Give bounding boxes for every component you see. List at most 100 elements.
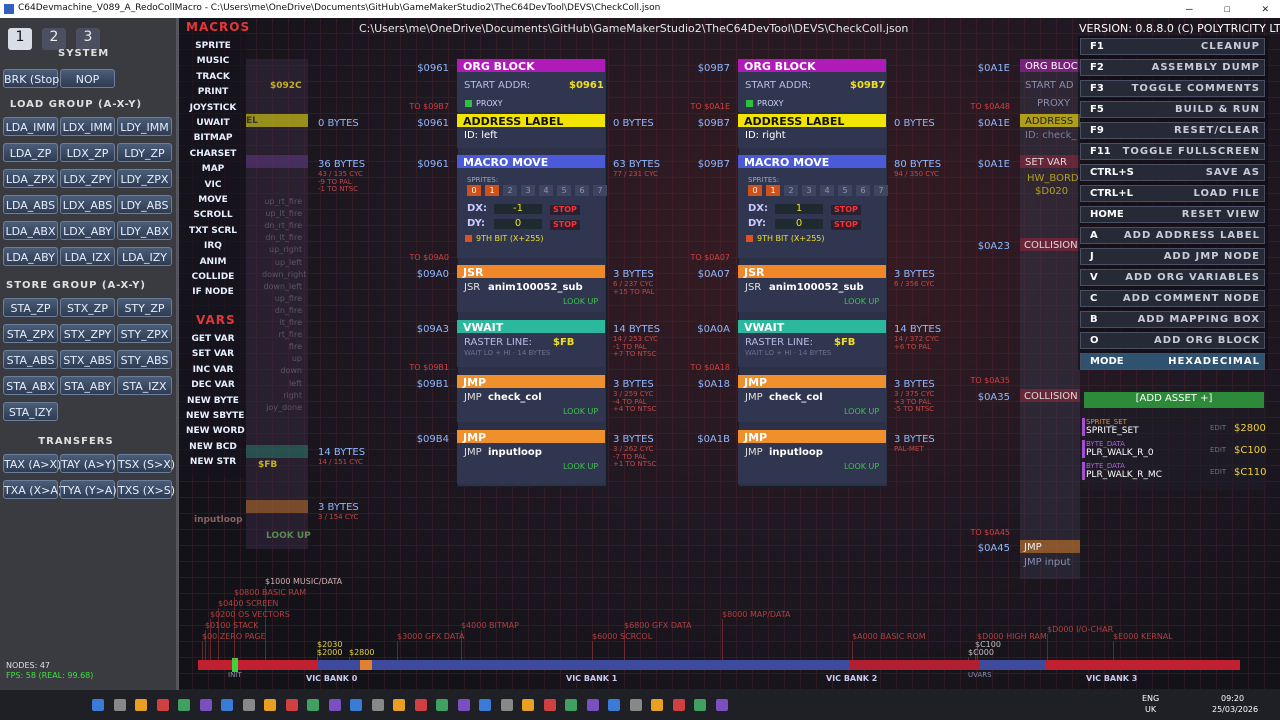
button[interactable]: BRK (Stop) xyxy=(3,69,64,88)
var-item[interactable]: NEW BCD xyxy=(189,441,237,452)
var-item[interactable]: SET VAR xyxy=(191,349,235,360)
button[interactable]: LDX_IMM xyxy=(60,117,115,136)
button[interactable]: STX_ZP xyxy=(60,298,115,317)
sprite-toggle[interactable]: 5 xyxy=(557,185,571,196)
tab[interactable]: 3 xyxy=(76,28,100,50)
lookup[interactable]: LOOK UP xyxy=(563,297,599,306)
sprite-toggle[interactable]: 3 xyxy=(521,185,535,196)
sprite-toggle[interactable]: 4 xyxy=(539,185,553,196)
var-item[interactable]: NEW WORD xyxy=(186,426,245,437)
macro-item[interactable]: MUSIC xyxy=(196,56,230,67)
button[interactable]: LDX_ZPY xyxy=(60,169,115,188)
button[interactable]: LDX_ZP xyxy=(60,143,115,162)
lookup[interactable]: LOOK UP xyxy=(844,407,880,416)
sprite-toggle[interactable]: 4 xyxy=(820,185,834,196)
button[interactable]: LDA_IZX xyxy=(60,247,115,266)
var-item[interactable]: INC VAR xyxy=(192,364,234,375)
button[interactable]: LDY_ZPX xyxy=(117,169,172,188)
sprite-toggle[interactable]: 2 xyxy=(503,185,517,196)
stop-button[interactable]: STOP xyxy=(831,220,861,230)
sprite-toggle[interactable]: 5 xyxy=(838,185,852,196)
button[interactable]: STA_ABS xyxy=(3,350,58,369)
button[interactable]: LDY_ABS xyxy=(117,195,172,214)
macro-item[interactable]: ANIM xyxy=(199,256,227,267)
button[interactable]: TXS (X>S) xyxy=(117,480,175,499)
button[interactable]: LDX_ABY xyxy=(60,221,115,240)
button[interactable]: TAY (A>Y) xyxy=(60,454,116,473)
input[interactable]: 0 xyxy=(775,219,823,229)
button[interactable]: TXA (X>A) xyxy=(3,480,62,499)
button[interactable]: LDX_ABS xyxy=(60,195,115,214)
sprite-toggle[interactable]: 7 xyxy=(874,185,888,196)
macro-item[interactable]: UWAIT xyxy=(196,118,230,128)
button[interactable]: STA_ZP xyxy=(3,298,58,317)
window-control[interactable]: ✕ xyxy=(1262,2,1269,15)
sprite-toggle[interactable]: 7 xyxy=(593,185,607,196)
sprite-toggle[interactable]: 6 xyxy=(856,185,870,196)
stop-button[interactable]: STOP xyxy=(550,220,580,230)
button[interactable]: STA_IZX xyxy=(117,376,172,395)
button[interactable]: STA_IZY xyxy=(3,402,58,421)
macro-item[interactable]: VIC xyxy=(204,179,222,190)
sprite-toggle[interactable]: 0 xyxy=(748,185,762,196)
input[interactable]: -1 xyxy=(494,204,542,214)
macro-item[interactable]: MAP xyxy=(201,164,225,175)
macro-item[interactable]: CHARSET xyxy=(189,148,237,159)
input[interactable]: 0 xyxy=(494,219,542,229)
sprite-toggle[interactable]: 0 xyxy=(467,185,481,196)
edit-button[interactable]: EDIT xyxy=(1210,446,1227,454)
button[interactable]: LDA_ABS xyxy=(3,195,58,214)
sprite-toggle[interactable]: 1 xyxy=(766,185,780,196)
lookup[interactable]: LOOK UP xyxy=(563,407,599,416)
edit-button[interactable]: EDIT xyxy=(1210,424,1227,432)
var-item[interactable]: NEW SBYTE xyxy=(186,411,245,421)
button[interactable]: LDY_ZP xyxy=(117,143,172,162)
macro-item[interactable]: MOVE xyxy=(198,195,228,205)
window-control[interactable]: ☐ xyxy=(1224,2,1231,15)
button[interactable]: LDY_ABX xyxy=(117,221,172,240)
button[interactable]: LDA_ZPX xyxy=(3,169,58,188)
var-item[interactable]: NEW STR xyxy=(189,457,237,468)
lookup[interactable]: LOOK UP xyxy=(563,462,599,471)
sprite-toggle[interactable]: 3 xyxy=(802,185,816,196)
window-control[interactable]: — xyxy=(1186,2,1193,15)
macro-item[interactable]: PRINT xyxy=(197,87,229,98)
button[interactable]: LDA_ABX xyxy=(3,221,58,240)
macro-item[interactable]: IF NODE xyxy=(192,287,234,298)
button[interactable]: STY_ZPX xyxy=(117,324,172,343)
var-item[interactable]: DEC VAR xyxy=(191,380,235,391)
macro-item[interactable]: BITMAP xyxy=(193,133,233,144)
macro-item[interactable]: SPRITE xyxy=(195,41,231,51)
sprite-toggle[interactable]: 2 xyxy=(784,185,798,196)
button[interactable]: TAX (A>X) xyxy=(3,454,61,473)
macro-item[interactable]: SCROLL xyxy=(193,210,233,221)
lookup[interactable]: LOOK UP xyxy=(844,297,880,306)
macro-item[interactable]: TXT SCRL xyxy=(188,225,238,236)
button[interactable]: STX_ABS xyxy=(60,350,115,369)
button[interactable]: NOP xyxy=(60,69,115,88)
stop-button[interactable]: STOP xyxy=(550,205,580,215)
button[interactable]: STX_ZPY xyxy=(60,324,115,343)
var-item[interactable]: NEW BYTE xyxy=(187,395,239,406)
tab[interactable]: 1 xyxy=(8,28,32,50)
sprite-toggle[interactable]: 6 xyxy=(575,185,589,196)
var-item[interactable]: GET VAR xyxy=(191,334,235,344)
button[interactable]: STA_ABX xyxy=(3,376,58,395)
button[interactable]: TYA (Y>A) xyxy=(60,480,117,499)
tab[interactable]: 2 xyxy=(42,28,66,50)
macro-item[interactable]: TRACK xyxy=(196,71,230,82)
button[interactable]: STA_ZPX xyxy=(3,324,58,343)
lookup[interactable]: LOOK UP xyxy=(844,462,880,471)
button[interactable]: LDA_IMM xyxy=(3,117,58,136)
sprite-toggle[interactable]: 1 xyxy=(485,185,499,196)
button[interactable]: LDA_ZP xyxy=(3,143,58,162)
button[interactable]: LDA_ABY xyxy=(3,247,58,266)
add-asset-button[interactable]: [ADD ASSET +] xyxy=(1084,392,1264,408)
button[interactable]: LDA_IZY xyxy=(117,247,172,266)
button[interactable]: STA_ABY xyxy=(60,376,115,395)
button[interactable]: TSX (S>X) xyxy=(117,454,175,473)
macro-item[interactable]: JOYSTICK xyxy=(189,102,237,113)
button[interactable]: STY_ZP xyxy=(117,298,172,317)
button[interactable]: STY_ABS xyxy=(117,350,172,369)
macro-item[interactable]: IRQ xyxy=(204,241,222,252)
